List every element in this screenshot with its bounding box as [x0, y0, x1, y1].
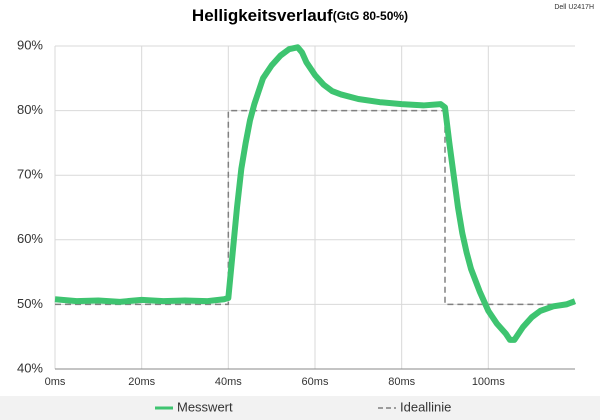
x-tick-label: 100ms	[472, 376, 506, 388]
title: Helligkeitsverlauf	[192, 6, 333, 25]
legend-band	[0, 396, 600, 420]
x-tick-label: 60ms	[302, 376, 329, 388]
x-tick-label: 40ms	[215, 376, 242, 388]
y-tick-label: 70%	[17, 167, 43, 182]
data-line	[55, 109, 575, 306]
y-tick-label: 80%	[17, 102, 43, 117]
x-tick-label: 0ms	[45, 376, 66, 388]
data-line	[54, 44, 577, 343]
x-tick-label: 20ms	[128, 376, 155, 388]
x-tick-label: 80ms	[388, 376, 415, 388]
legend-label: Ideallinie	[400, 399, 451, 414]
legend-label: Messwert	[177, 399, 233, 414]
subtitle: (GtG 80-50%)	[333, 9, 408, 23]
y-tick-label: 50%	[17, 296, 43, 311]
annotation: Dell U2417H	[554, 4, 594, 11]
y-tick-label: 90%	[17, 37, 43, 52]
y-tick-label: 40%	[17, 360, 43, 375]
y-tick-label: 60%	[17, 231, 43, 246]
chart-title: Helligkeitsverlauf(GtG 80-50%)	[192, 6, 408, 25]
